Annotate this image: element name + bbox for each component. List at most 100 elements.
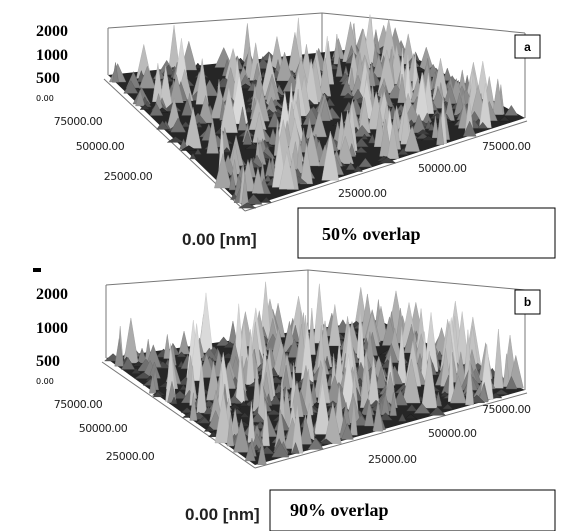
surface-peak: [403, 413, 418, 420]
caption: 50% overlap: [322, 224, 421, 244]
z-tick-label: 1000: [36, 320, 68, 337]
surface-peak: [149, 102, 164, 116]
surface-peak: [130, 368, 142, 374]
surface-peak: [114, 338, 124, 367]
surface-peak: [348, 67, 356, 91]
surface-peak: [203, 406, 214, 415]
surface-peak: [311, 110, 327, 138]
origin-label: 0.00 [nm]: [185, 505, 260, 524]
frame-line: [103, 78, 246, 212]
surface-peak: [434, 391, 442, 407]
surface-peak: [300, 143, 313, 185]
surface-peak: [340, 422, 354, 440]
surface-peak: [307, 437, 324, 450]
surface-peak: [239, 412, 250, 418]
z-tick-label: 0.00: [36, 94, 54, 103]
surface-peak: [257, 442, 267, 465]
surface-peak: [378, 157, 397, 164]
surface-peak: [252, 111, 266, 143]
surface-peak: [342, 92, 354, 99]
surface-peak: [378, 412, 393, 421]
surface-peak: [308, 308, 316, 355]
frame-line: [254, 392, 528, 469]
surface-peak: [319, 438, 333, 445]
surface-peak: [336, 135, 354, 164]
frame-line: [101, 361, 256, 469]
surface-peak: [246, 96, 254, 103]
panel-label: a: [524, 40, 531, 54]
afm-panel: 2000 1000 500 0.00 75000.00 50000.00 25000.00 7…: [36, 269, 556, 531]
x-tick-label: 50000.00: [428, 427, 477, 440]
surface-peak: [398, 413, 407, 422]
surface-peak: [189, 392, 198, 421]
surface-peak: [152, 391, 164, 398]
surface-peak: [314, 381, 331, 435]
surface-peak: [271, 442, 290, 458]
surface-peak: [265, 158, 274, 177]
surface-peak: [402, 358, 421, 404]
surface-peak: [413, 403, 431, 414]
surface-peak: [431, 115, 439, 139]
surface-peak: [136, 347, 148, 364]
surface-peak: [180, 145, 198, 151]
surface-peak: [195, 121, 203, 128]
surface-peak: [196, 360, 207, 414]
surface-peak: [189, 323, 204, 381]
surface-peak: [180, 121, 191, 128]
surface-peak: [139, 104, 151, 110]
surface-peak: [428, 406, 447, 416]
surface-peak: [503, 353, 510, 387]
surface-peak: [462, 120, 477, 137]
surface-peak: [227, 403, 242, 410]
surface-peak: [193, 62, 202, 69]
surface-peak: [350, 398, 358, 436]
surface-peak: [166, 136, 185, 143]
surface-peak: [352, 165, 363, 172]
surface-peak: [299, 127, 308, 153]
surface-peak: [195, 58, 209, 105]
x-tick-label: 25000.00: [338, 187, 387, 200]
surface-peak: [180, 407, 194, 413]
surface-peak: [264, 409, 283, 415]
z-tick-label: 0.00: [36, 377, 54, 386]
surface-peak: [492, 78, 504, 115]
surface-peak: [219, 87, 238, 133]
surface-peak: [242, 106, 255, 113]
x-tick-label: 75000.00: [482, 403, 531, 416]
surface-peak: [333, 34, 341, 65]
dash-mark: [33, 268, 41, 272]
caption-box: [297, 207, 556, 259]
surface-peak: [244, 442, 256, 462]
surface-peak: [169, 74, 184, 103]
surface-peak: [237, 202, 257, 209]
surface-peak: [244, 143, 261, 150]
surface-peak: [389, 392, 397, 416]
surface-peak: [439, 391, 450, 397]
surface-peak: [170, 117, 186, 133]
surface-peak: [244, 194, 263, 205]
surface-peak: [352, 124, 372, 137]
surface-peak: [328, 304, 341, 346]
surface-peak: [287, 32, 303, 73]
z-tick-label: 2000: [36, 286, 68, 303]
surface-peak: [364, 399, 375, 427]
surface-peak: [436, 112, 445, 145]
surface-peak: [276, 51, 293, 81]
surface-peak: [375, 366, 387, 389]
surface-peak: [404, 125, 420, 152]
x-tick-label: 25000.00: [368, 453, 417, 466]
surface-peak: [213, 128, 227, 135]
surface-peak: [397, 148, 409, 155]
panel-label-box: [514, 289, 541, 315]
surface-peak: [194, 148, 202, 155]
surface-peak: [189, 152, 197, 160]
frame-line: [321, 12, 526, 34]
frame-line: [107, 12, 323, 29]
surface-peak: [156, 120, 169, 130]
z-tick-label: 2000: [36, 23, 68, 40]
surface-peak: [260, 196, 272, 203]
x-tick-label: 50000.00: [418, 162, 467, 175]
surface-peak: [228, 321, 238, 344]
surface-peak: [400, 101, 411, 145]
